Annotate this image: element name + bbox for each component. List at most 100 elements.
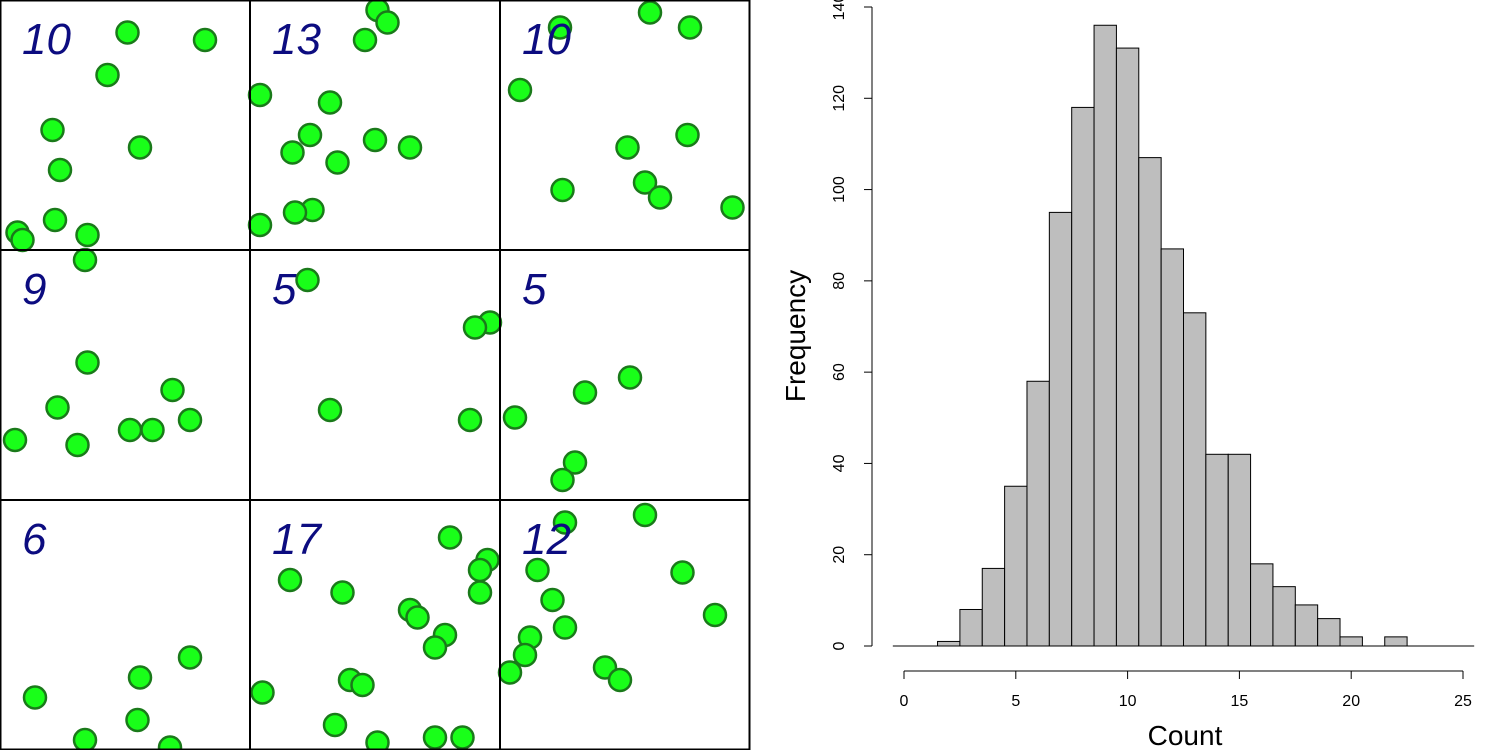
scatter-point — [525, 557, 550, 583]
scatter-point — [450, 725, 475, 750]
scatter-point — [192, 27, 218, 53]
scatter-point — [422, 725, 448, 750]
scatter-point — [607, 667, 633, 693]
scatter-point — [47, 157, 73, 183]
scatter-point — [467, 580, 493, 605]
scatter-point — [550, 467, 575, 493]
scatter-point — [117, 417, 143, 443]
scatter-point — [177, 407, 203, 433]
scatter-point — [422, 635, 448, 660]
histogram-bar — [1384, 636, 1408, 647]
x-tick-label: 0 — [900, 693, 909, 710]
scatter-point — [157, 735, 183, 750]
scatter-point — [277, 567, 303, 593]
x-tick-label: 20 — [1342, 693, 1360, 710]
histogram-bar — [1339, 636, 1363, 647]
scatter-point — [552, 615, 578, 640]
scatter-panel: 12 — [497, 502, 728, 693]
x-tick-label: 15 — [1231, 693, 1249, 710]
x-tick-label: 10 — [1119, 693, 1137, 710]
scatter-point — [512, 642, 538, 668]
scatter-point — [497, 660, 523, 685]
histogram-bar — [1093, 24, 1117, 647]
x-axis-title: Count — [1148, 720, 1223, 750]
panel-count-label: 9 — [22, 265, 46, 314]
scatter-point — [282, 200, 308, 225]
scatter-point — [22, 685, 48, 710]
scatter-point — [325, 150, 350, 175]
y-tick-label: 140 — [831, 0, 848, 20]
histogram-bar — [1115, 47, 1140, 647]
scatter-point — [362, 127, 388, 153]
scatter-point — [72, 727, 98, 750]
scatter-point — [42, 207, 68, 233]
histogram-bar — [981, 567, 1006, 647]
scatter-point — [65, 432, 90, 458]
scatter-point — [115, 20, 140, 45]
scatter-point — [572, 380, 598, 405]
scatter-point — [632, 170, 658, 195]
scatter-point — [2, 427, 28, 453]
x-tick-label: 25 — [1454, 693, 1472, 710]
histogram-bar — [937, 640, 961, 647]
y-tick-label: 40 — [831, 454, 848, 472]
scatter-point — [540, 587, 565, 613]
scatter-point — [677, 15, 703, 40]
scatter-point — [550, 177, 575, 203]
scatter-point — [247, 212, 273, 238]
x-axis: 0 5 10 15 20 25 — [900, 670, 1472, 710]
scatter-point — [702, 602, 728, 628]
scatter-point — [280, 140, 305, 165]
histogram-bar — [1004, 485, 1028, 647]
panel-count-label: 12 — [522, 515, 571, 564]
scatter-panel-grid: 10 13 10 9 5 5 6 17 12 — [0, 0, 751, 750]
scatter-point — [675, 122, 700, 148]
histogram-bar — [1272, 586, 1296, 647]
scatter-point — [507, 77, 533, 103]
histogram-bar — [1294, 604, 1319, 647]
scatter-point — [617, 365, 643, 390]
histogram-bar — [1205, 453, 1229, 647]
scatter-point — [95, 62, 120, 88]
histogram-bar — [1160, 248, 1185, 647]
y-tick-label: 60 — [831, 363, 848, 381]
scatter-point — [375, 10, 400, 35]
scatter-point — [437, 525, 463, 550]
scatter-panel: 17 — [250, 515, 500, 750]
scatter-panel: 6 — [22, 515, 203, 750]
y-tick-label: 20 — [831, 546, 848, 564]
y-axis: 0 20 40 60 80 100 120 140 — [831, 0, 873, 650]
histogram-bar — [1071, 106, 1095, 647]
y-tick-label: 0 — [831, 641, 848, 650]
scatter-panel: 10 — [5, 15, 218, 253]
scatter-panel: 13 — [247, 0, 423, 238]
histogram-chart: 0 20 40 60 80 100 120 140 0 5 10 15 20 25 Count Freq… — [780, 0, 1475, 750]
y-tick-label: 80 — [831, 272, 848, 290]
scatter-point — [552, 510, 578, 535]
panel-count-label: 5 — [272, 265, 297, 314]
scatter-panel: 5 — [272, 265, 503, 433]
scatter-point — [352, 27, 378, 53]
y-axis-title: Frequency — [780, 270, 811, 402]
scatter-point — [615, 135, 640, 160]
scatter-point — [40, 117, 65, 143]
scatter-point — [462, 315, 488, 340]
scatter-point — [632, 502, 658, 528]
scatter-point — [397, 135, 423, 160]
panel-count-label: 13 — [272, 15, 321, 64]
scatter-point — [502, 405, 528, 430]
scatter-point — [72, 247, 98, 273]
scatter-point — [317, 397, 343, 423]
scatter-point — [322, 712, 348, 738]
scatter-point — [457, 407, 483, 433]
panel-count-label: 6 — [22, 515, 47, 564]
y-tick-label: 100 — [831, 176, 848, 203]
scatter-point — [547, 15, 573, 40]
scatter-panel: 5 — [502, 265, 643, 493]
histogram-bar — [1048, 211, 1073, 647]
histogram-bar — [1227, 453, 1252, 647]
histogram-bar — [1183, 312, 1207, 647]
histogram-bar — [1317, 618, 1341, 647]
scatter-point — [160, 377, 185, 403]
scatter-point — [297, 122, 323, 148]
